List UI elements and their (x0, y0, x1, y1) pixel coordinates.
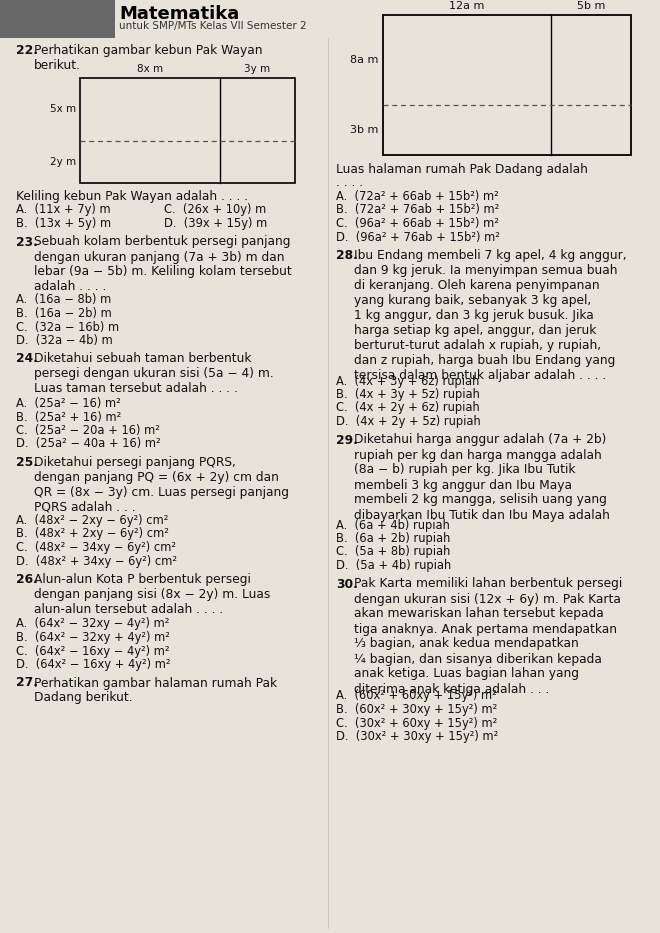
Text: B.  (64x² − 32xy + 4y²) m²: B. (64x² − 32xy + 4y²) m² (16, 631, 170, 644)
Text: 2y m: 2y m (50, 157, 76, 167)
Text: C.  (25a² − 20a + 16) m²: C. (25a² − 20a + 16) m² (16, 424, 160, 437)
Text: 5x m: 5x m (50, 104, 76, 115)
Text: Pak Karta memiliki lahan berbentuk persegi
dengan ukuran sisi (12x + 6y) m. Pak : Pak Karta memiliki lahan berbentuk perse… (354, 578, 622, 695)
Text: 8x m: 8x m (137, 64, 163, 74)
Text: 3y m: 3y m (244, 64, 271, 74)
Text: B.  (13x + 5y) m: B. (13x + 5y) m (16, 217, 111, 230)
Text: C.  (30x² + 60xy + 15y²) m²: C. (30x² + 60xy + 15y²) m² (336, 717, 497, 730)
Text: Diketahui persegi panjang PQRS,
dengan panjang PQ = (6x + 2y) cm dan
QR = (8x − : Diketahui persegi panjang PQRS, dengan p… (34, 456, 289, 514)
Text: Perhatikan gambar halaman rumah Pak
Dadang berikut.: Perhatikan gambar halaman rumah Pak Dada… (34, 676, 277, 704)
Bar (80, 78, 295, 183)
Text: C.  (64x² − 16xy − 4y²) m²: C. (64x² − 16xy − 4y²) m² (16, 645, 170, 658)
Text: 27.: 27. (16, 676, 38, 689)
Text: C.  (5a + 8b) rupiah: C. (5a + 8b) rupiah (336, 546, 450, 559)
Text: D.  (96a² + 76ab + 15b²) m²: D. (96a² + 76ab + 15b²) m² (336, 230, 500, 244)
Text: 24.: 24. (16, 353, 38, 366)
Text: B.  (48x² + 2xy − 6y²) cm²: B. (48x² + 2xy − 6y²) cm² (16, 527, 169, 540)
Bar (0, 0, 115, 38)
Text: 8a m: 8a m (350, 55, 378, 65)
Text: C.  (48x² − 34xy − 6y²) cm²: C. (48x² − 34xy − 6y²) cm² (16, 541, 176, 554)
Text: C.  (26x + 10y) m: C. (26x + 10y) m (164, 203, 266, 216)
Text: Keliling kebun Pak Wayan adalah . . . .: Keliling kebun Pak Wayan adalah . . . . (16, 190, 248, 203)
Bar (383, 15, 631, 155)
Text: D.  (30x² + 30xy + 15y²) m²: D. (30x² + 30xy + 15y²) m² (336, 730, 498, 743)
Text: 12a m: 12a m (449, 1, 484, 11)
Text: Ibu Endang membeli 7 kg apel, 4 kg anggur,
dan 9 kg jeruk. Ia menyimpan semua bu: Ibu Endang membeli 7 kg apel, 4 kg anggu… (354, 249, 626, 382)
Text: C.  (96a² + 66ab + 15b²) m²: C. (96a² + 66ab + 15b²) m² (336, 217, 499, 230)
Text: B.  (4x + 3y + 5z) rupiah: B. (4x + 3y + 5z) rupiah (336, 388, 480, 401)
Text: 30.: 30. (336, 578, 358, 591)
Text: Perhatikan gambar kebun Pak Wayan
berikut.: Perhatikan gambar kebun Pak Wayan beriku… (34, 44, 263, 72)
Text: C.  (4x + 2y + 6z) rupiah: C. (4x + 2y + 6z) rupiah (336, 401, 480, 414)
Text: Alun-alun Kota P berbentuk persegi
dengan panjang sisi (8x − 2y) m. Luas
alun-al: Alun-alun Kota P berbentuk persegi denga… (34, 573, 271, 616)
Text: D.  (5a + 4b) rupiah: D. (5a + 4b) rupiah (336, 559, 451, 572)
Text: A.  (11x + 7y) m: A. (11x + 7y) m (16, 203, 111, 216)
Text: B.  (60x² + 30xy + 15y²) m²: B. (60x² + 30xy + 15y²) m² (336, 703, 497, 716)
Text: A.  (72a² + 66ab + 15b²) m²: A. (72a² + 66ab + 15b²) m² (336, 190, 499, 203)
Text: D.  (4x + 2y + 5z) rupiah: D. (4x + 2y + 5z) rupiah (336, 415, 480, 428)
Text: 29.: 29. (336, 434, 358, 447)
Text: A.  (64x² − 32xy − 4y²) m²: A. (64x² − 32xy − 4y²) m² (16, 618, 170, 631)
Text: 26.: 26. (16, 573, 38, 586)
Text: A.  (25a² − 16) m²: A. (25a² − 16) m² (16, 397, 121, 410)
Text: Diketahui sebuah taman berbentuk
persegi dengan ukuran sisi (5a − 4) m.
Luas tam: Diketahui sebuah taman berbentuk persegi… (34, 353, 274, 396)
Text: 28.: 28. (336, 249, 358, 262)
Text: 23.: 23. (16, 235, 38, 248)
Text: B.  (72a² + 76ab + 15b²) m²: B. (72a² + 76ab + 15b²) m² (336, 203, 499, 216)
Text: . . . .: . . . . (336, 176, 363, 189)
Text: Luas halaman rumah Pak Dadang adalah: Luas halaman rumah Pak Dadang adalah (336, 163, 588, 176)
Text: D.  (25a² − 40a + 16) m²: D. (25a² − 40a + 16) m² (16, 438, 160, 451)
Text: C.  (32a − 16b) m: C. (32a − 16b) m (16, 321, 119, 333)
Text: D.  (32a − 4b) m: D. (32a − 4b) m (16, 334, 113, 347)
Text: B.  (16a − 2b) m: B. (16a − 2b) m (16, 307, 112, 320)
Text: A.  (4x + 3y + 6z) rupiah: A. (4x + 3y + 6z) rupiah (336, 374, 479, 387)
Text: Matematika: Matematika (119, 5, 239, 23)
Text: A.  (6a + 4b) rupiah: A. (6a + 4b) rupiah (336, 519, 450, 532)
Text: B.  (25a² + 16) m²: B. (25a² + 16) m² (16, 411, 121, 424)
Text: D.  (39x + 15y) m: D. (39x + 15y) m (164, 217, 267, 230)
Text: Sebuah kolam berbentuk persegi panjang
dengan ukuran panjang (7a + 3b) m dan
leb: Sebuah kolam berbentuk persegi panjang d… (34, 235, 292, 294)
Text: 5b m: 5b m (577, 1, 605, 11)
Text: Diketahui harga anggur adalah (7a + 2b)
rupiah per kg dan harga mangga adalah
(8: Diketahui harga anggur adalah (7a + 2b) … (354, 434, 610, 522)
Text: D.  (48x² + 34xy − 6y²) cm²: D. (48x² + 34xy − 6y²) cm² (16, 554, 177, 567)
Text: A.  (48x² − 2xy − 6y²) cm²: A. (48x² − 2xy − 6y²) cm² (16, 514, 168, 527)
Text: untuk SMP/MTs Kelas VII Semester 2: untuk SMP/MTs Kelas VII Semester 2 (119, 21, 307, 31)
Text: A.  (60x² + 60xy + 15y²) m²: A. (60x² + 60xy + 15y²) m² (336, 689, 497, 703)
Text: B.  (6a + 2b) rupiah: B. (6a + 2b) rupiah (336, 532, 450, 545)
Text: A.  (16a − 8b) m: A. (16a − 8b) m (16, 294, 112, 307)
Text: 25.: 25. (16, 456, 38, 469)
Text: 22.: 22. (16, 44, 38, 57)
Text: D.  (64x² − 16xy + 4y²) m²: D. (64x² − 16xy + 4y²) m² (16, 658, 170, 671)
Text: 3b m: 3b m (350, 125, 378, 135)
